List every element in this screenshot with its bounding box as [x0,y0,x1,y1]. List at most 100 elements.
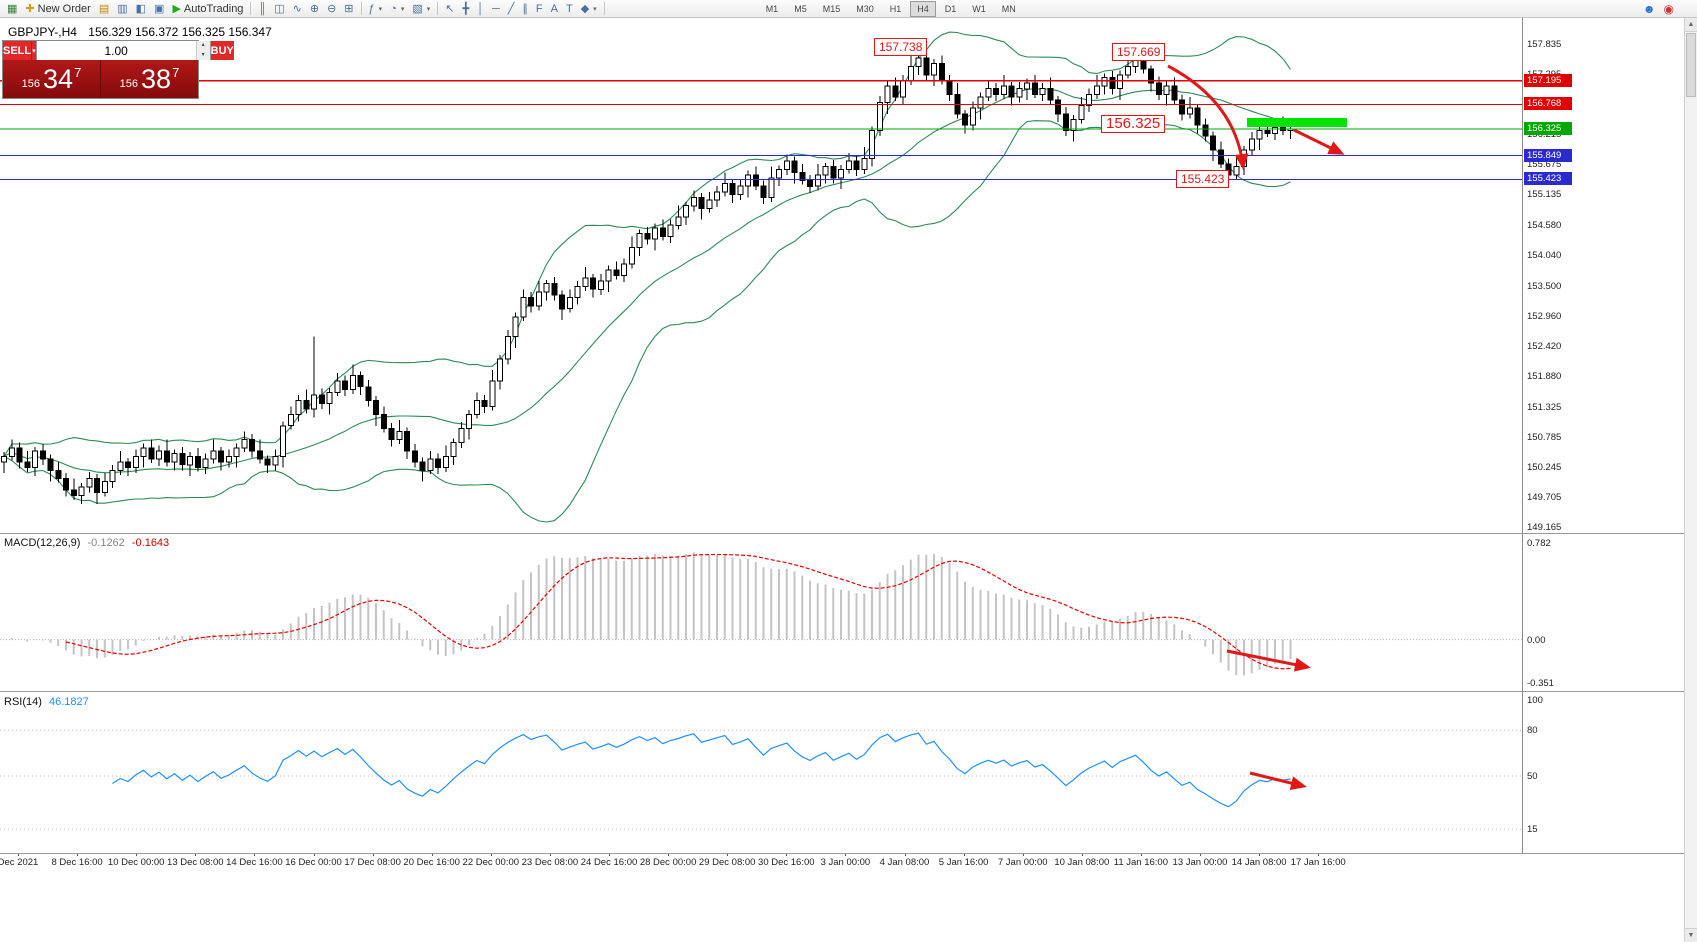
shapes-icon-dropdown[interactable]: ▾ [593,5,597,13]
sell-price[interactable]: 156 34 7 [3,60,101,98]
zoom-in-icon: ⊕ [309,3,320,15]
timeframe-w1[interactable]: W1 [972,3,986,14]
time-tick [1140,854,1142,856]
timeframe-m5[interactable]: M5 [794,3,807,14]
templates-icon-dropdown[interactable]: ▾ [426,5,431,13]
time-label: 17 Dec 08:00 [344,857,401,868]
timeframe-h1[interactable]: H1 [889,3,902,14]
crosshair-icon[interactable]: ╋ [458,1,473,17]
tile-windows-icon[interactable]: ⊞ [340,1,357,17]
rsi-panel[interactable] [0,693,1522,854]
timeframe-m15[interactable]: M15 [822,3,841,14]
indicators-icon[interactable]: ƒ ▾ [365,1,387,17]
rsi-name: RSI(14) [4,696,42,708]
sell-price-big: 34 [43,63,74,94]
scroll-up-button[interactable]: ▲ [1685,18,1697,32]
scroll-down-button[interactable]: ▼ [1685,928,1697,942]
buy-price-prefix: 156 [119,78,139,90]
navigator-icon[interactable]: ◧ [132,1,150,17]
autotrading-button[interactable]: ▶ AutoTrading [168,1,247,17]
time-tick [904,854,906,856]
periods-icon[interactable]: ◔ ▾ [386,1,408,17]
periods-icon-dropdown[interactable]: ▾ [400,5,405,13]
timeframe-m30[interactable]: M30 [856,3,874,14]
volume-down-button[interactable]: ▾ [196,50,210,60]
ohlc-readout: 156.329 156.372 156.325 156.347 [88,25,272,39]
macd-panel-separator[interactable] [0,533,1684,534]
new-chart-icon: ▦ [7,3,18,15]
macd-axis-label: -0.351 [1527,678,1554,689]
toolbar-separator [250,2,252,15]
buy-button[interactable]: BUY [210,41,234,60]
candlestick-chart-icon[interactable]: ◫ [270,1,288,17]
price-axis[interactable]: 157.835157.295156.215155.675155.135154.5… [1523,0,1684,942]
trendline-icon[interactable]: ╱ [504,1,519,17]
text-icon[interactable]: A [547,1,562,17]
price-chart[interactable] [0,18,1522,534]
zoom-out-icon: ⊖ [327,3,337,15]
market-watch-icon: ▤ [98,3,110,15]
fibonacci-icon[interactable]: F [532,1,547,17]
channel-icon[interactable]: ∥ [518,1,532,17]
terminal-icon[interactable]: ▣ [150,1,168,17]
vertical-line-icon[interactable]: │ [473,1,488,17]
price-tick: 149.165 [1527,522,1562,533]
price-callout[interactable]: 156.325 [1101,115,1166,133]
time-tick [786,854,788,856]
timeframe-m1[interactable]: M1 [765,3,779,14]
time-label: 29 Dec 08:00 [698,857,756,868]
volume-up-button[interactable]: ▴ [196,41,210,51]
new-chart-icon[interactable]: ▦ [3,1,21,17]
lot-dropdown[interactable]: ▾ [31,41,36,60]
time-label: 22 Dec 00:00 [462,857,520,868]
new-order-button[interactable]: ✚ New Order [21,1,94,17]
time-tick [490,854,492,856]
shapes-icon[interactable]: ◆ ▾ [577,1,601,17]
community-icon[interactable]: ☻ [1642,1,1656,16]
buy-price-big: 38 [141,63,172,94]
new-order-button: ✚ [25,3,35,15]
price-tick: 150.785 [1527,431,1562,443]
time-label: 5 Jan 16:00 [938,857,989,868]
vertical-scrollbar[interactable]: ▲ ▼ [1684,18,1697,942]
price-badge: 156.768 [1524,97,1572,111]
time-axis[interactable]: Dec 2021 8 Dec 16:00 10 Dec 00:00 13 Dec 08… [0,854,1522,872]
timeframe-mn[interactable]: MN [1001,3,1016,14]
rsi-panel-separator[interactable] [0,691,1684,692]
price-badge: 156.325 [1524,122,1572,136]
bar-chart-icon: ║ [258,2,267,15]
rsi-axis-label: 80 [1527,725,1538,737]
indicators-icon-dropdown[interactable]: ▾ [378,5,383,13]
data-window-icon[interactable]: ▥ [113,1,131,17]
volume-input[interactable] [36,41,196,60]
scroll-thumb[interactable] [1686,33,1696,97]
price-badge: 155.849 [1524,148,1572,162]
price-callout[interactable]: 157.738 [874,38,928,56]
price-callout[interactable]: 155.423 [1176,170,1230,188]
terminal-icon: ▣ [154,3,165,15]
time-tick [195,854,197,856]
price-callout[interactable]: 157.669 [1112,43,1166,61]
rsi-axis-label: 15 [1527,824,1538,836]
cursor-icon[interactable]: ↖ [441,1,458,17]
price-axis-border [1522,18,1523,854]
rsi-label: RSI(14) 46.1827 [4,696,93,708]
sell-button[interactable]: SELL [3,41,32,60]
buy-price[interactable]: 156 38 7 [101,60,198,98]
templates-icon[interactable]: ▧ ▾ [408,1,434,17]
timeframe-h4[interactable]: H4 [910,0,936,17]
price-tick: 152.960 [1527,310,1562,322]
time-label: 4 Jan 08:00 [879,857,930,868]
line-chart-icon[interactable]: ∿ [289,1,306,17]
macd-panel[interactable] [0,535,1522,692]
timeframe-d1[interactable]: D1 [944,3,957,14]
horizontal-line-icon[interactable]: ─ [488,1,504,17]
zoom-in-icon[interactable]: ⊕ [306,1,323,17]
zoom-out-icon[interactable]: ⊖ [323,1,340,17]
bar-chart-icon[interactable]: ║ [254,1,270,17]
market-watch-icon[interactable]: ▤ [95,1,113,17]
news-icon[interactable]: ◉ [1663,1,1674,16]
fibonacci-icon: F [535,2,543,15]
label-icon[interactable]: T [562,1,577,17]
